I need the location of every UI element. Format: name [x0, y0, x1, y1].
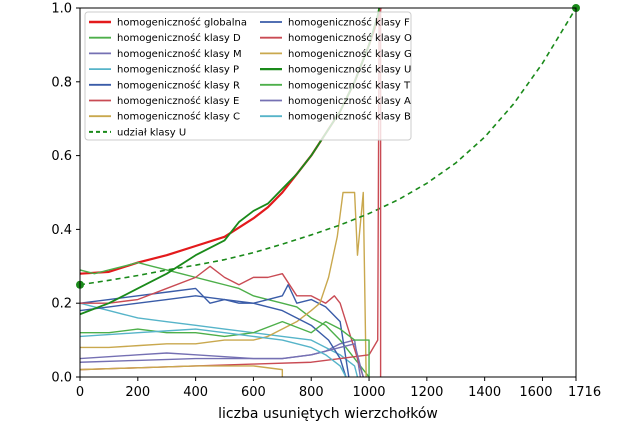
x-tick-label: 1000: [352, 385, 385, 400]
legend-label: homogeniczność klasy G: [288, 48, 412, 60]
legend-label: homogeniczność klasy B: [288, 111, 411, 123]
x-tick-label: 1716: [568, 385, 601, 400]
x-tick-label: 200: [125, 385, 150, 400]
legend-item: homogeniczność klasy M: [89, 48, 242, 60]
series-line-7: [80, 191, 367, 377]
y-tick-label: 0.2: [51, 297, 72, 312]
series-layer: [80, 8, 576, 377]
x-tick-label: 1400: [468, 385, 501, 400]
legend-label: homogeniczność klasy P: [117, 64, 239, 76]
legend-label: homogeniczność klasy M: [117, 48, 242, 60]
series-line-14: [80, 343, 364, 377]
legend-label: udział klasy U: [117, 127, 186, 138]
plot-frame: [79, 7, 577, 378]
y-axis: 0.0 0.2 0.4 0.6 0.8 1.0: [51, 2, 80, 386]
x-tick-label: 400: [183, 385, 208, 400]
legend-label: homogeniczność klasy R: [117, 79, 240, 91]
legend-label: homogeniczność klasy O: [288, 32, 412, 44]
legend-item: homogeniczność klasy R: [89, 79, 240, 91]
legend-item: homogeniczność klasy D: [89, 32, 241, 44]
legend-item: homogeniczność klasy P: [89, 64, 239, 76]
legend-item: homogeniczność klasy O: [260, 32, 412, 44]
legend-label: homogeniczność globalna: [117, 17, 247, 29]
series-line-6: [80, 265, 364, 377]
x-axis-label: liczba usuniętych wierzchołków: [218, 406, 438, 422]
legend-item: homogeniczność klasy G: [260, 48, 412, 60]
series-line-13: [80, 320, 370, 377]
series-line-11: [80, 365, 284, 377]
legend-label: homogeniczność klasy A: [288, 95, 411, 107]
y-tick-label: 0.8: [51, 75, 72, 90]
legend-label: homogeniczność klasy C: [117, 111, 240, 123]
legend-item: homogeniczność klasy A: [260, 95, 411, 107]
x-tick-label: 0: [76, 385, 84, 400]
legend-item: homogeniczność klasy T: [260, 79, 411, 91]
series-line-8: [80, 8, 576, 286]
y-tick-label: 1.0: [51, 2, 72, 17]
y-tick-label: 0.6: [51, 149, 72, 164]
series-line-4: [80, 302, 359, 377]
x-axis: 0 200 400 600 800 1000 1200 1400 1600 1716: [76, 377, 601, 400]
y-tick-label: 0.4: [51, 223, 72, 238]
legend-item: homogeniczność globalna: [89, 17, 247, 29]
legend-item: udział klasy U: [89, 127, 186, 138]
legend-label: homogeniczność klasy F: [288, 17, 410, 29]
legend-item: homogeniczność klasy E: [89, 95, 239, 107]
legend-item: homogeniczność klasy B: [260, 111, 411, 123]
series-line-2: [80, 261, 370, 377]
y-tick-label: 0.0: [51, 371, 72, 386]
x-tick-label: 1200: [410, 385, 443, 400]
series-line-9: [80, 295, 347, 377]
legend-label: homogeniczność klasy E: [117, 95, 239, 107]
x-tick-label: 1600: [519, 385, 552, 400]
legend-item: homogeniczność klasy C: [89, 111, 240, 123]
x-tick-label: 800: [299, 385, 324, 400]
legend: homogeniczność globalna homogeniczność kl…: [84, 11, 412, 141]
legend-box: [84, 11, 412, 141]
legend-label: homogeniczność klasy T: [288, 79, 411, 91]
legend-item: homogeniczność klasy F: [260, 17, 410, 29]
legend-label: homogeniczność klasy U: [288, 64, 411, 76]
series-line-15: [80, 328, 347, 377]
x-tick-label: 600: [241, 385, 266, 400]
legend-label: homogeniczność klasy D: [117, 32, 241, 44]
legend-item: homogeniczność klasy U: [260, 64, 411, 76]
